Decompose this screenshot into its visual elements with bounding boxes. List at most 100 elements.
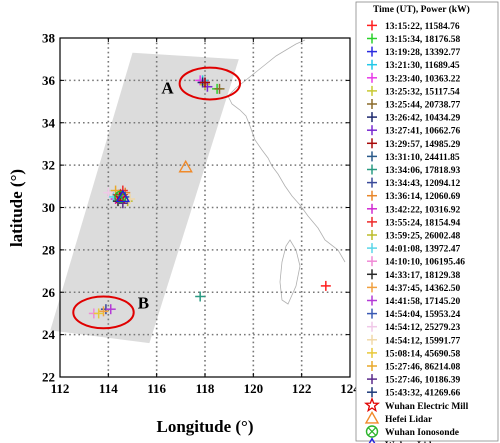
legend-label: Wuhan Electric Mill [385, 402, 469, 412]
data-point [98, 306, 109, 317]
x-tick-label: 112 [51, 381, 70, 396]
legend-label: 13:34:43, 12094.12 [385, 179, 460, 189]
legend-label: 13:34:06, 17818.93 [385, 166, 460, 176]
x-tick-label: 118 [196, 381, 215, 396]
legend-marker [367, 138, 377, 149]
station-marker [115, 189, 131, 203]
legend-label: 13:25:44, 20738.77 [385, 101, 460, 111]
legend-label: 14:10:10, 106195.46 [385, 258, 465, 268]
legend-label: 13:23:40, 10363.22 [385, 74, 460, 84]
legend-marker [365, 425, 379, 438]
legend-label: 14:37:45, 14362.50 [385, 284, 460, 294]
legend-label: 13:55:24, 18154.94 [385, 218, 460, 228]
legend-label: 15:43:32, 41269.66 [385, 389, 460, 399]
legend-label: Wuhan Ionosonde [385, 428, 459, 438]
shaded-region [50, 52, 239, 344]
data-point [320, 280, 331, 291]
ellipse-label: A [161, 79, 174, 98]
legend-marker [364, 410, 380, 424]
legend-marker [367, 190, 377, 201]
legend-label: 14:41:58, 17145.20 [385, 297, 460, 307]
legend-label: 14:54:12, 15991.77 [385, 336, 460, 346]
legend-marker [367, 203, 377, 214]
legend-label: 15:27:46, 10186.39 [385, 376, 460, 386]
legend-marker [367, 112, 377, 123]
legend-marker [367, 164, 377, 175]
legend-marker [367, 230, 377, 240]
legend-marker [367, 374, 377, 385]
highlight-ellipse [72, 295, 135, 330]
legend-marker [367, 295, 377, 306]
legend-label: 15:27:46, 86214.08 [385, 363, 460, 373]
y-axis-label: latitude (°) [7, 169, 26, 247]
legend-marker [367, 85, 377, 96]
legend-label: 15:08:14, 45690.58 [385, 349, 460, 359]
data-point [214, 83, 225, 94]
y-tick-label: 24 [42, 327, 56, 342]
legend-marker [367, 361, 377, 371]
legend-marker [367, 72, 377, 83]
legend-label: 13:36:14, 12060.69 [385, 192, 460, 202]
legend-marker [367, 334, 377, 345]
legend-marker [367, 282, 377, 293]
legend-marker [367, 177, 377, 188]
legend-label: 13:29:57, 14985.29 [385, 140, 460, 150]
legend-label: 13:19:28, 13392.77 [385, 48, 460, 58]
data-point [103, 187, 114, 198]
data-point [200, 77, 210, 88]
legend-label: Wuhan Lidar [385, 441, 441, 443]
legend-label: Hefei Lidar [385, 415, 433, 425]
y-tick-label: 26 [42, 285, 56, 300]
legend-label: 14:01:08, 13972.47 [385, 245, 460, 255]
legend-marker [367, 347, 377, 358]
data-point [202, 81, 213, 92]
data-point [195, 291, 206, 302]
y-tick-label: 22 [42, 370, 55, 385]
ellipse-label: B [138, 293, 149, 312]
station-marker [178, 159, 193, 173]
legend-label: 14:33:17, 18129.38 [385, 271, 460, 281]
legend: Time (UT), Power (kW) 13:15:22, 11584.76… [355, 1, 499, 443]
highlight-ellipse [178, 66, 242, 101]
legend-marker [367, 46, 377, 57]
legend-label: 13:15:22, 11584.76 [385, 22, 460, 32]
legend-marker [367, 216, 377, 227]
legend-marker [367, 321, 377, 332]
x-tick-label: 122 [292, 381, 312, 396]
island-outline [279, 239, 301, 305]
legend-label: 13:26:42, 10434.29 [385, 114, 460, 124]
x-axis-label: Longitude (°) [156, 417, 253, 436]
legend-marker [367, 269, 377, 280]
data-point [105, 304, 116, 315]
legend-label: 13:31:10, 24411.85 [385, 153, 460, 163]
legend-marker [367, 308, 377, 319]
legend-marker [367, 33, 377, 44]
y-tick-label: 36 [42, 73, 56, 88]
x-tick-label: 120 [244, 381, 264, 396]
legend-label: 13:27:41, 10662.76 [385, 127, 460, 137]
data-point [93, 308, 104, 319]
y-tick-label: 30 [42, 200, 55, 215]
legend-marker [367, 99, 377, 109]
y-tick-label: 32 [42, 158, 55, 173]
legend-marker [367, 20, 377, 31]
y-tick-label: 28 [42, 242, 56, 257]
legend-box [355, 1, 499, 442]
legend-label: 13:25:32, 15117.54 [385, 87, 460, 97]
legend-marker [364, 396, 380, 413]
plot-area: 112 114 116 118 120 122 124 22 24 26 28 30 32 34 36 38 A… [42, 31, 360, 397]
legend-marker [367, 256, 377, 267]
legend-marker [367, 151, 377, 162]
x-tick-label: 114 [99, 381, 118, 396]
legend-marker [367, 125, 377, 136]
legend-label: 13:21:30, 11689.45 [385, 61, 460, 71]
y-tick-label: 34 [42, 115, 56, 130]
legend-label: 13:59:25, 26002.48 [385, 232, 460, 242]
data-point [195, 75, 206, 86]
legend-label: 14:54:04, 15953.24 [385, 310, 460, 320]
x-tick-label: 116 [147, 381, 166, 396]
legend-label: 13:15:34, 18176.58 [385, 35, 460, 45]
legend-label: 14:54:12, 25279.23 [385, 323, 460, 333]
x-tick-label: 124 [340, 381, 360, 396]
